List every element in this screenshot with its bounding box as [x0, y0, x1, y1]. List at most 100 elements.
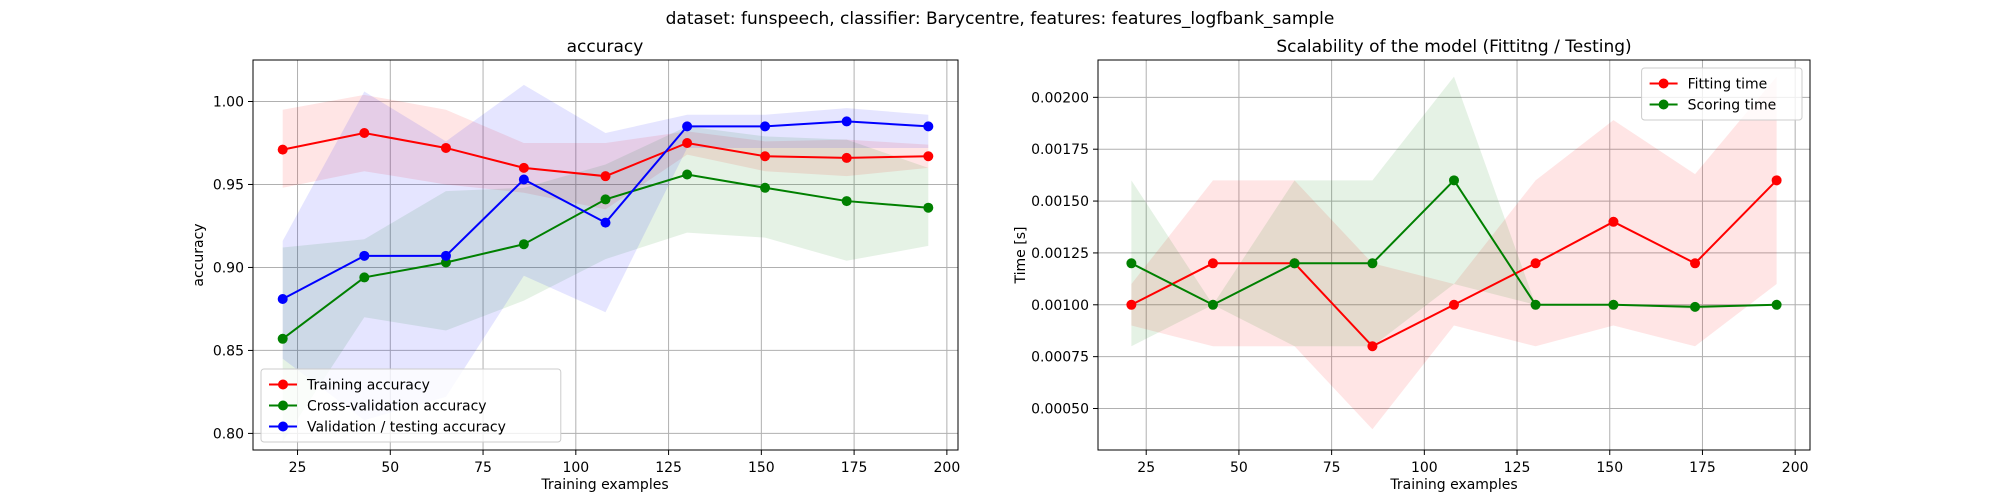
fitting-time-point: [1608, 216, 1619, 227]
scoring-time-point: [1771, 299, 1782, 310]
accuracy-plot-xlabel: Training examples: [540, 477, 668, 493]
legend-swatch-marker: [1658, 78, 1669, 89]
training-accuracy-point: [760, 151, 771, 162]
training-accuracy-band: [282, 94, 929, 210]
training-accuracy-point: [359, 128, 370, 139]
cross-validation-accuracy-point: [277, 333, 288, 344]
accuracy-plot-ylabel: accuracy: [191, 223, 207, 286]
training-accuracy-point: [277, 144, 288, 155]
validation-testing-accuracy-point: [760, 121, 771, 132]
x-tick-label: 150: [748, 460, 775, 476]
legend-label: Training accuracy: [306, 378, 430, 394]
validation-testing-accuracy-point: [359, 250, 370, 261]
validation-testing-accuracy-band: [282, 84, 929, 421]
y-tick-label: 1.00: [213, 94, 244, 110]
y-tick-label: 0.00050: [1031, 402, 1089, 418]
accuracy-plot-title: accuracy: [567, 37, 644, 57]
y-tick-label: 0.00100: [1031, 298, 1089, 314]
x-tick-label: 100: [562, 460, 589, 476]
scalability-plot: Scalability of the model (Fittitng / Tes…: [1013, 37, 1811, 493]
accuracy-plot-frame: [252, 59, 959, 451]
training-accuracy-point: [600, 171, 611, 182]
legend-swatch-marker: [278, 379, 288, 390]
x-tick-label: 125: [655, 460, 682, 476]
x-tick-label: 175: [1689, 460, 1716, 476]
cross-validation-accuracy-point: [682, 169, 693, 180]
fitting-time-point: [1690, 258, 1701, 269]
cross-validation-accuracy-point: [923, 202, 934, 213]
scalability-plot-xlabel: Training examples: [1389, 477, 1517, 493]
validation-testing-accuracy-point: [277, 293, 288, 304]
validation-testing-accuracy-point: [682, 121, 693, 132]
validation-testing-accuracy-point: [600, 217, 611, 228]
x-tick-label: 25: [289, 460, 307, 476]
y-tick-label: 0.00200: [1031, 90, 1089, 106]
scoring-time-point: [1126, 258, 1137, 269]
fitting-time-point: [1449, 299, 1459, 310]
legend-swatch-marker: [278, 421, 288, 432]
scoring-time-series: [1126, 175, 1782, 312]
scoring-time-point: [1608, 299, 1619, 310]
legend-box: [260, 368, 562, 443]
validation-testing-accuracy-point: [841, 116, 852, 127]
legend-swatch-marker: [1658, 99, 1669, 110]
x-tick-label: 75: [1323, 460, 1341, 476]
x-tick-label: 125: [1504, 460, 1531, 476]
legend-label: Cross-validation accuracy: [307, 399, 487, 415]
training-accuracy-point: [518, 162, 529, 173]
y-tick-label: 0.90: [213, 260, 244, 276]
legend-label: Fitting time: [1688, 77, 1768, 93]
fitting-time-point: [1126, 299, 1137, 310]
y-tick-label: 0.00075: [1031, 350, 1089, 366]
scoring-time-point: [1367, 258, 1378, 269]
training-accuracy-point: [923, 151, 934, 162]
training-accuracy-point: [841, 152, 852, 163]
scoring-time-point: [1690, 301, 1701, 312]
y-tick-label: 0.85: [213, 343, 244, 359]
x-tick-label: 200: [1782, 460, 1809, 476]
legend-label: Scoring time: [1688, 98, 1777, 114]
y-tick-label: 0.00175: [1031, 142, 1089, 158]
fitting-time-point: [1771, 175, 1782, 186]
fitting-time-point: [1207, 258, 1218, 269]
x-tick-label: 50: [1230, 460, 1248, 476]
x-tick-label: 100: [1411, 460, 1438, 476]
training-accuracy-series: [277, 128, 934, 182]
fitting-time-series: [1126, 175, 1782, 352]
x-tick-label: 25: [1137, 460, 1155, 476]
legend-swatch-marker: [278, 400, 288, 411]
y-tick-label: 0.00125: [1031, 246, 1089, 262]
y-tick-label: 0.00150: [1031, 194, 1089, 210]
scoring-time-band: [1131, 76, 1777, 347]
scalability-plot-frame: [1097, 59, 1811, 451]
cross-validation-accuracy-band: [282, 126, 929, 442]
validation-testing-accuracy-point: [923, 121, 934, 132]
cross-validation-accuracy-point: [518, 239, 529, 250]
x-tick-label: 75: [474, 460, 492, 476]
accuracy-plot: accuracy Training examples accuracy 25 50…: [191, 37, 960, 493]
scoring-time-point: [1449, 175, 1459, 186]
scalability-plot-ylabel: Time [s]: [1013, 227, 1029, 285]
accuracy-plot-legend: Training accuracy Cross-validation accura…: [260, 368, 562, 443]
x-tick-label: 175: [841, 460, 868, 476]
y-tick-label: 0.95: [213, 177, 244, 193]
fitting-time-point: [1367, 341, 1378, 352]
x-tick-label: 50: [381, 460, 399, 476]
scalability-plot-legend: Fitting time Scoring time: [1641, 67, 1803, 121]
cross-validation-accuracy-point: [760, 182, 771, 193]
scoring-time-point: [1530, 299, 1541, 310]
cross-validation-accuracy-point: [359, 272, 370, 283]
training-accuracy-point: [682, 137, 693, 148]
legend-label: Validation / testing accuracy: [307, 420, 506, 436]
scalability-plot-title: Scalability of the model (Fittitng / Tes…: [1276, 37, 1631, 57]
y-tick-label: 0.80: [213, 426, 244, 442]
validation-testing-accuracy-point: [518, 174, 529, 185]
training-accuracy-point: [440, 142, 451, 153]
scoring-time-point: [1289, 258, 1300, 269]
x-tick-label: 200: [934, 460, 961, 476]
validation-testing-accuracy-point: [440, 250, 451, 261]
cross-validation-accuracy-point: [600, 194, 611, 205]
cross-validation-accuracy-point: [841, 196, 852, 207]
legend-box: [1641, 67, 1803, 121]
